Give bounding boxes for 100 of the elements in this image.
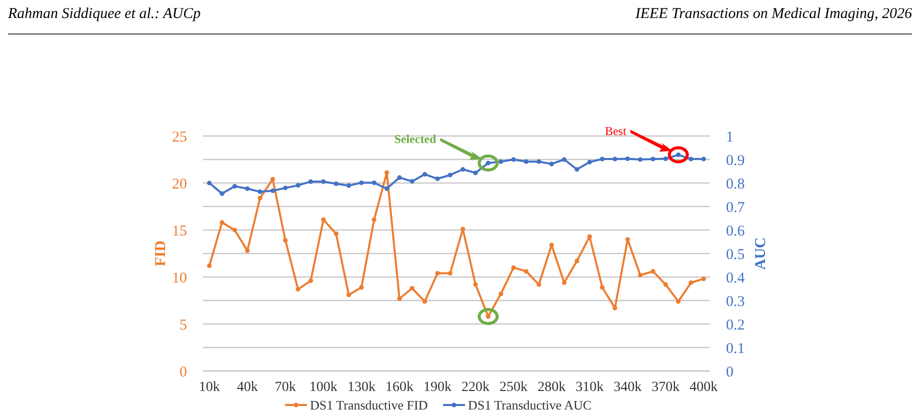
point [600,156,605,162]
point [270,188,276,194]
point [625,237,630,242]
y-tick-label: 0 [180,364,187,380]
point [422,299,428,304]
point [612,156,618,162]
point [638,272,643,278]
x-tick-label: 250k [500,380,528,395]
y2-tick-label: 0 [726,364,734,380]
y2-tick-label: 0.7 [726,200,746,216]
point [524,159,529,164]
point [410,179,414,184]
point [448,172,452,178]
point [321,179,326,184]
point [296,286,300,292]
point [676,299,681,304]
point [207,180,212,186]
point [384,170,390,175]
point [283,238,288,243]
point [587,234,592,239]
point [220,220,224,225]
point [397,175,402,180]
y-tick-label: 10 [172,270,187,286]
point [638,157,643,162]
point [258,196,262,200]
point [397,296,402,301]
point [600,285,605,290]
point [410,286,414,291]
x-tick-label: 10k [198,380,220,395]
point [334,231,338,236]
point [232,184,237,189]
point [663,156,668,162]
point [308,179,314,184]
point [258,189,262,194]
y-tick-label: 15 [172,223,187,240]
point [574,258,580,264]
x-tick-label: 400k [690,380,718,395]
legend-label: DS1 Transductive FID [310,398,428,413]
point [435,270,440,276]
point [308,278,314,284]
point [688,156,694,162]
point [473,282,478,287]
x-tick-label: 310k [576,380,604,395]
x-tick-label: 130k [347,380,376,395]
point [536,159,542,164]
point [511,265,516,270]
point [650,156,656,162]
point [334,181,338,186]
x-tick-label: 100k [309,380,338,395]
point [587,160,592,164]
point [612,306,618,310]
point [245,186,250,191]
point [663,282,668,287]
legend-label: DS1 Transductive AUC [468,398,592,413]
annotation: Selected [394,132,437,146]
point [498,292,504,296]
point [422,172,428,177]
point [372,180,376,186]
y2-tick-label: 0.5 [726,246,745,263]
point [321,217,326,222]
x-tick-label: 40k [236,380,258,395]
y-tick-label: 5 [180,317,187,334]
y2-tick-label: 0.4 [726,270,746,286]
point [296,183,300,188]
y-tick-label: 20 [172,176,187,192]
point [220,191,224,196]
x-tick-label: 190k [423,380,452,395]
point [346,292,352,298]
point [448,270,452,276]
point [498,159,504,164]
point [650,269,656,274]
y2-tick-label: 0.9 [726,152,745,169]
y2-tick-label: 0.6 [726,223,746,240]
x-tick-label: 370k [652,380,680,395]
x-tick-label: 160k [385,380,414,395]
text: IEEE Transactions on Medical Imaging, 2026 [634,6,912,22]
point [460,226,466,232]
y2-tick-label: 0.3 [726,294,745,310]
y2-axis-title: AUC [753,237,769,270]
x-tick-label: 280k [538,380,566,395]
x-tick-label: 70k [274,380,296,395]
point [435,176,440,182]
point [701,156,706,162]
point [372,217,376,222]
point [625,156,630,162]
point [384,186,390,191]
point [473,170,478,176]
point [283,186,288,190]
point [460,167,466,172]
y2-tick-label: 0.2 [726,317,745,334]
point [359,285,364,290]
point [232,228,237,232]
y2-tick-label: 0.8 [726,176,745,192]
annotation: Best [604,124,627,138]
point [346,183,352,188]
text: Rahman Siddiquee et al.: AUCp [7,6,202,22]
point [549,242,554,248]
point [524,269,529,274]
point [562,157,567,162]
point [245,248,250,253]
